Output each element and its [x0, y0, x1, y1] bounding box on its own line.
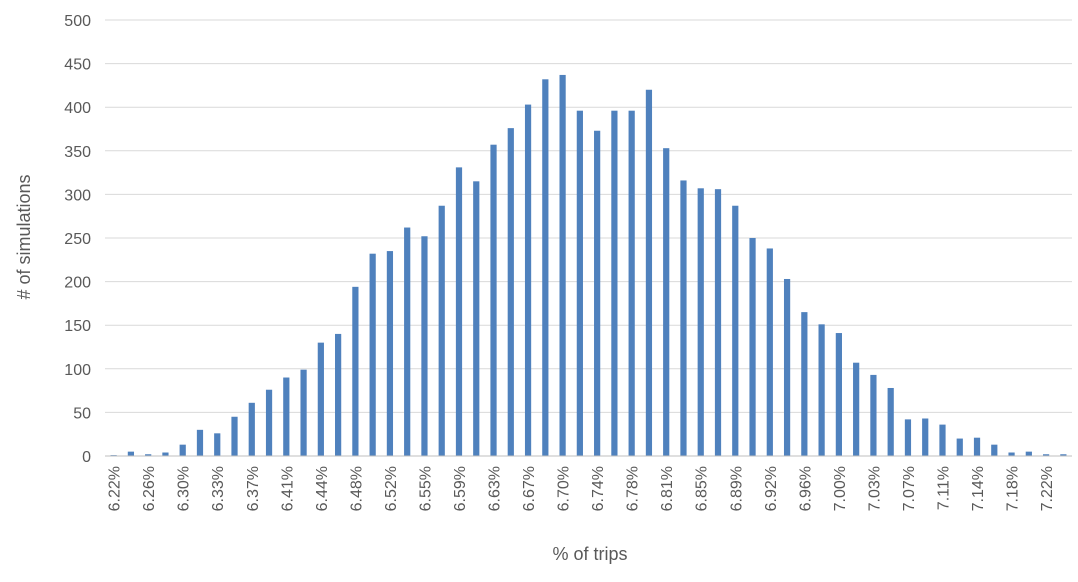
bar — [888, 388, 894, 456]
bar — [1008, 453, 1014, 456]
x-tick-label: 6.67% — [521, 466, 538, 511]
x-tick-label: 7.03% — [866, 466, 883, 511]
bar — [680, 180, 686, 456]
bar — [490, 145, 496, 456]
bar — [249, 403, 255, 456]
bars — [111, 75, 1067, 456]
bar — [974, 438, 980, 456]
bar — [387, 251, 393, 456]
gridlines — [105, 20, 1072, 412]
x-axis-title: % of trips — [552, 544, 627, 564]
bar — [128, 452, 134, 456]
bar — [300, 370, 306, 456]
bar — [439, 206, 445, 456]
bar — [732, 206, 738, 456]
x-tick-label: 6.33% — [210, 466, 227, 511]
bar — [594, 131, 600, 456]
bar — [214, 433, 220, 456]
y-tick-label: 300 — [64, 187, 91, 204]
bar — [853, 363, 859, 456]
bar — [922, 419, 928, 456]
bar — [542, 79, 548, 456]
bar — [1026, 452, 1032, 456]
x-tick-label: 6.37% — [245, 466, 262, 511]
bar — [663, 148, 669, 456]
x-tick-label: 6.44% — [314, 466, 331, 511]
x-tick-label: 7.22% — [1039, 466, 1056, 511]
bar — [939, 425, 945, 456]
y-axis-title: # of simulations — [14, 174, 34, 299]
bar — [266, 390, 272, 456]
bar — [698, 188, 704, 456]
bar — [231, 417, 237, 456]
x-tick-label: 7.07% — [901, 466, 918, 511]
bar — [905, 419, 911, 456]
bar — [767, 248, 773, 456]
bar — [180, 445, 186, 456]
bar — [473, 181, 479, 456]
y-tick-label: 500 — [64, 13, 91, 30]
bar — [525, 105, 531, 456]
y-tick-label: 400 — [64, 100, 91, 117]
bar — [629, 111, 635, 456]
x-tick-label: 6.55% — [417, 466, 434, 511]
y-tick-label: 250 — [64, 231, 91, 248]
bar — [957, 439, 963, 456]
x-tick-label: 6.89% — [728, 466, 745, 511]
bar — [577, 111, 583, 456]
bar — [819, 324, 825, 456]
bar — [421, 236, 427, 456]
x-tick-label: 6.59% — [452, 466, 469, 511]
x-tick-label: 6.78% — [625, 466, 642, 511]
y-tick-label: 350 — [64, 144, 91, 161]
bar — [836, 333, 842, 456]
bar — [715, 189, 721, 456]
bar — [456, 167, 462, 456]
bar — [318, 343, 324, 456]
bar — [749, 238, 755, 456]
x-tick-label: 7.11% — [935, 466, 952, 510]
x-tick-label: 6.70% — [556, 466, 573, 511]
bar — [870, 375, 876, 456]
x-tick-labels: 6.22% 6.26% 6.30% 6.33% 6.37% 6.41% 6.44% 6.48%… — [107, 466, 1056, 511]
x-tick-label: 7.18% — [1005, 466, 1022, 511]
y-tick-label: 50 — [73, 405, 91, 422]
x-tick-label: 6.52% — [383, 466, 400, 511]
y-tick-label: 200 — [64, 275, 91, 292]
y-tick-label: 100 — [64, 362, 91, 379]
x-tick-label: 7.14% — [970, 466, 987, 511]
bar — [404, 228, 410, 456]
x-tick-label: 6.22% — [107, 466, 124, 511]
x-tick-label: 6.63% — [487, 466, 504, 511]
x-tick-label: 6.74% — [590, 466, 607, 511]
x-tick-label: 6.26% — [141, 466, 158, 511]
x-tick-label: 6.96% — [797, 466, 814, 511]
bar — [162, 453, 168, 456]
bar — [283, 378, 289, 456]
bar — [352, 287, 358, 456]
x-tick-label: 6.92% — [763, 466, 780, 511]
y-tick-label: 0 — [82, 449, 91, 466]
x-tick-label: 6.30% — [176, 466, 193, 511]
bar — [335, 334, 341, 456]
bar — [991, 445, 997, 456]
x-tick-label: 7.00% — [832, 466, 849, 511]
bar — [646, 90, 652, 456]
y-tick-label: 450 — [64, 57, 91, 74]
bar — [801, 312, 807, 456]
x-tick-label: 6.41% — [279, 466, 296, 511]
bar — [611, 111, 617, 456]
x-tick-label: 6.81% — [659, 466, 676, 511]
bar — [370, 254, 376, 456]
bar — [784, 279, 790, 456]
bar — [559, 75, 565, 456]
bar — [508, 128, 514, 456]
y-tick-label: 150 — [64, 318, 91, 335]
x-tick-label: 6.48% — [348, 466, 365, 511]
y-tick-labels: 0 50 100 150 200 250 300 350 400 450 500 — [64, 13, 91, 466]
bar — [197, 430, 203, 456]
x-tick-label: 6.85% — [694, 466, 711, 511]
